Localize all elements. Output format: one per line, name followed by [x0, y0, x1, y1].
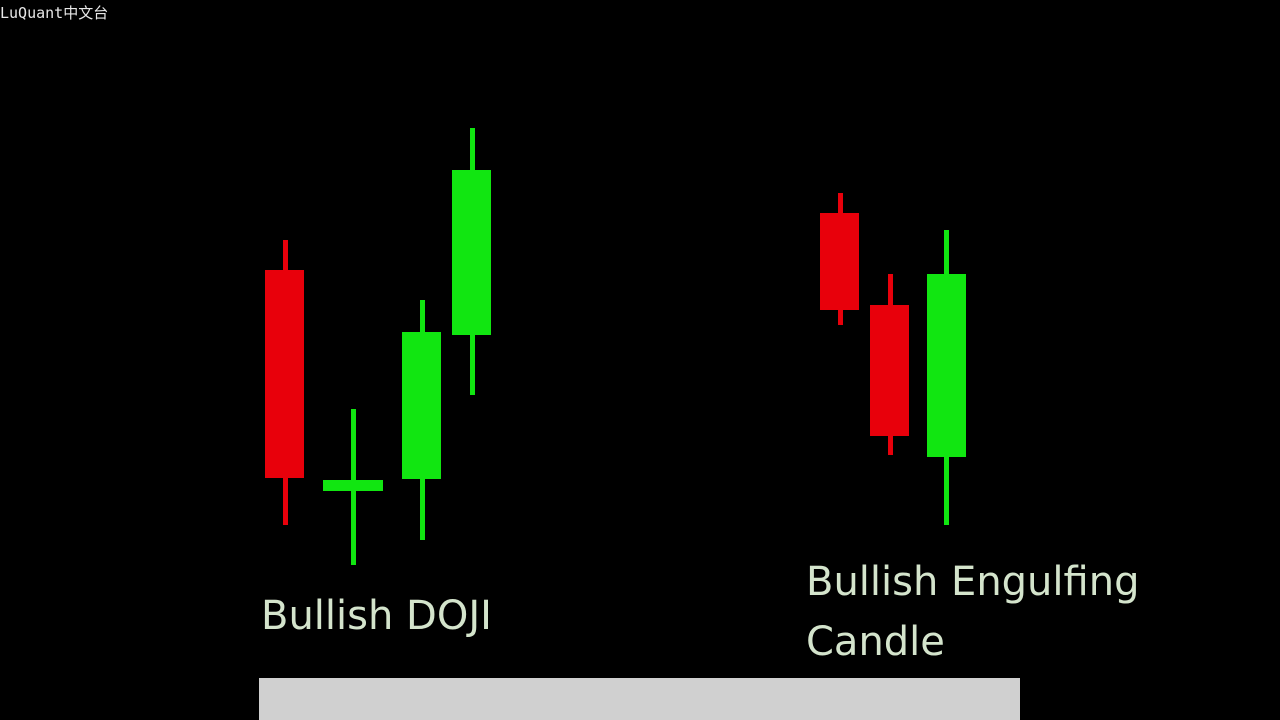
candle-body [265, 270, 304, 478]
label-line: Bullish Engulfing [806, 559, 1140, 605]
candle-body [820, 213, 859, 310]
watermark: LuQuant中文台 [0, 4, 109, 22]
engulfing-label: Bullish Engulfing Candle [806, 552, 1139, 672]
candle-body [870, 305, 909, 436]
doji-label: Bullish DOJI [261, 593, 492, 639]
bottom-bar [259, 678, 1020, 720]
engulfing-pattern [820, 193, 966, 525]
candle-body [323, 480, 383, 491]
candle-body [452, 170, 491, 335]
doji-pattern [265, 128, 491, 565]
candle-body [927, 274, 966, 457]
label-line: Candle [806, 619, 945, 665]
candle-body [402, 332, 441, 479]
